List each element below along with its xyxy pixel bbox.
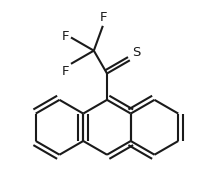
Text: S: S	[132, 46, 140, 59]
Text: F: F	[61, 31, 69, 43]
Text: F: F	[100, 11, 107, 24]
Text: F: F	[61, 65, 69, 78]
